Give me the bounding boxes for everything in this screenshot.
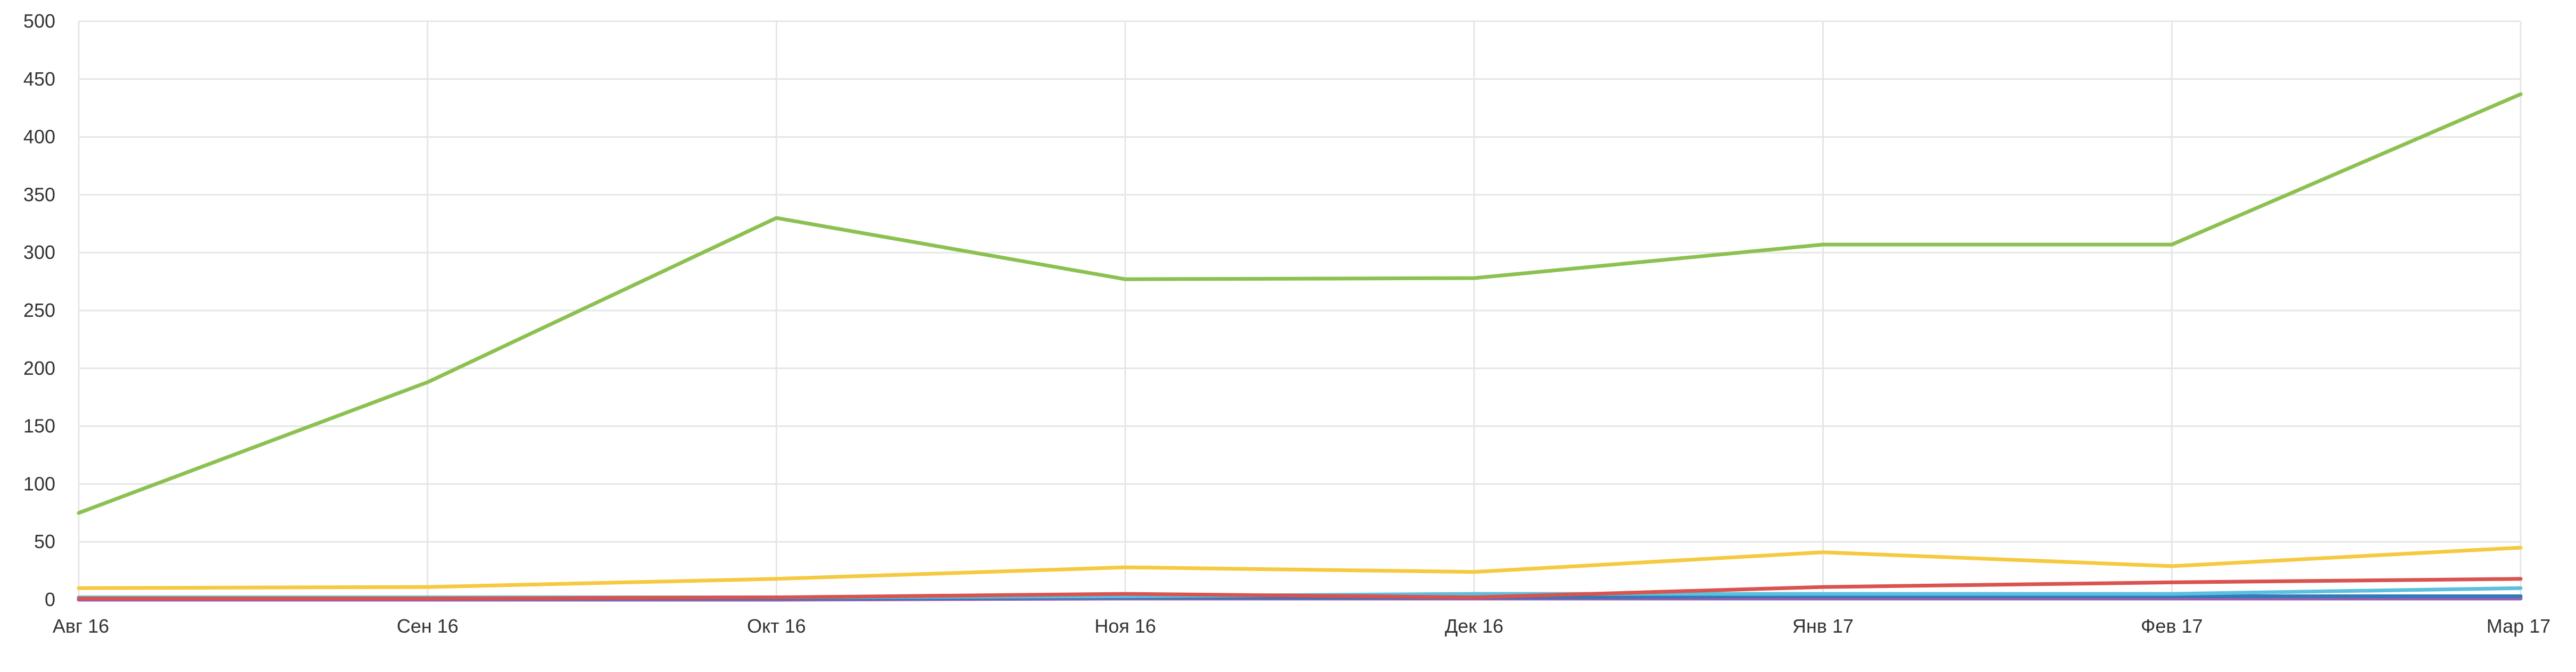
y-tick-label: 150 <box>23 415 55 437</box>
series-line-2 <box>77 545 2523 590</box>
y-tick-label: 500 <box>23 10 55 32</box>
x-tick-label: Янв 17 <box>1792 615 1854 637</box>
y-tick-label: 350 <box>23 183 55 205</box>
y-tick-label: 400 <box>23 126 55 148</box>
x-tick-label: Ноя 16 <box>1094 615 1156 637</box>
y-tick-label: 100 <box>23 473 55 494</box>
x-tick-label: Авг 16 <box>53 615 109 637</box>
grid-layer <box>78 20 2522 601</box>
y-tick-label: 250 <box>23 299 55 321</box>
series-layer <box>77 92 2523 602</box>
series-line-3 <box>77 577 2523 601</box>
y-tick-label: 50 <box>34 531 55 552</box>
x-tick-label: Сен 16 <box>397 615 459 637</box>
series-line-1 <box>77 92 2523 515</box>
x-tick-label: Окт 16 <box>747 615 806 637</box>
tick-layer: 0 50 100 150 200 250 300 350 400 450 500 Авг 16 Сен … <box>23 10 2550 637</box>
y-tick-label: 300 <box>23 241 55 263</box>
x-tick-label: Фев 17 <box>2141 615 2203 637</box>
x-tick-label: Дек 16 <box>1445 615 1503 637</box>
y-tick-label: 450 <box>23 68 55 90</box>
y-tick-label: 0 <box>45 589 55 610</box>
x-tick-label: Мар 17 <box>2487 615 2550 637</box>
y-tick-label: 200 <box>23 357 55 379</box>
